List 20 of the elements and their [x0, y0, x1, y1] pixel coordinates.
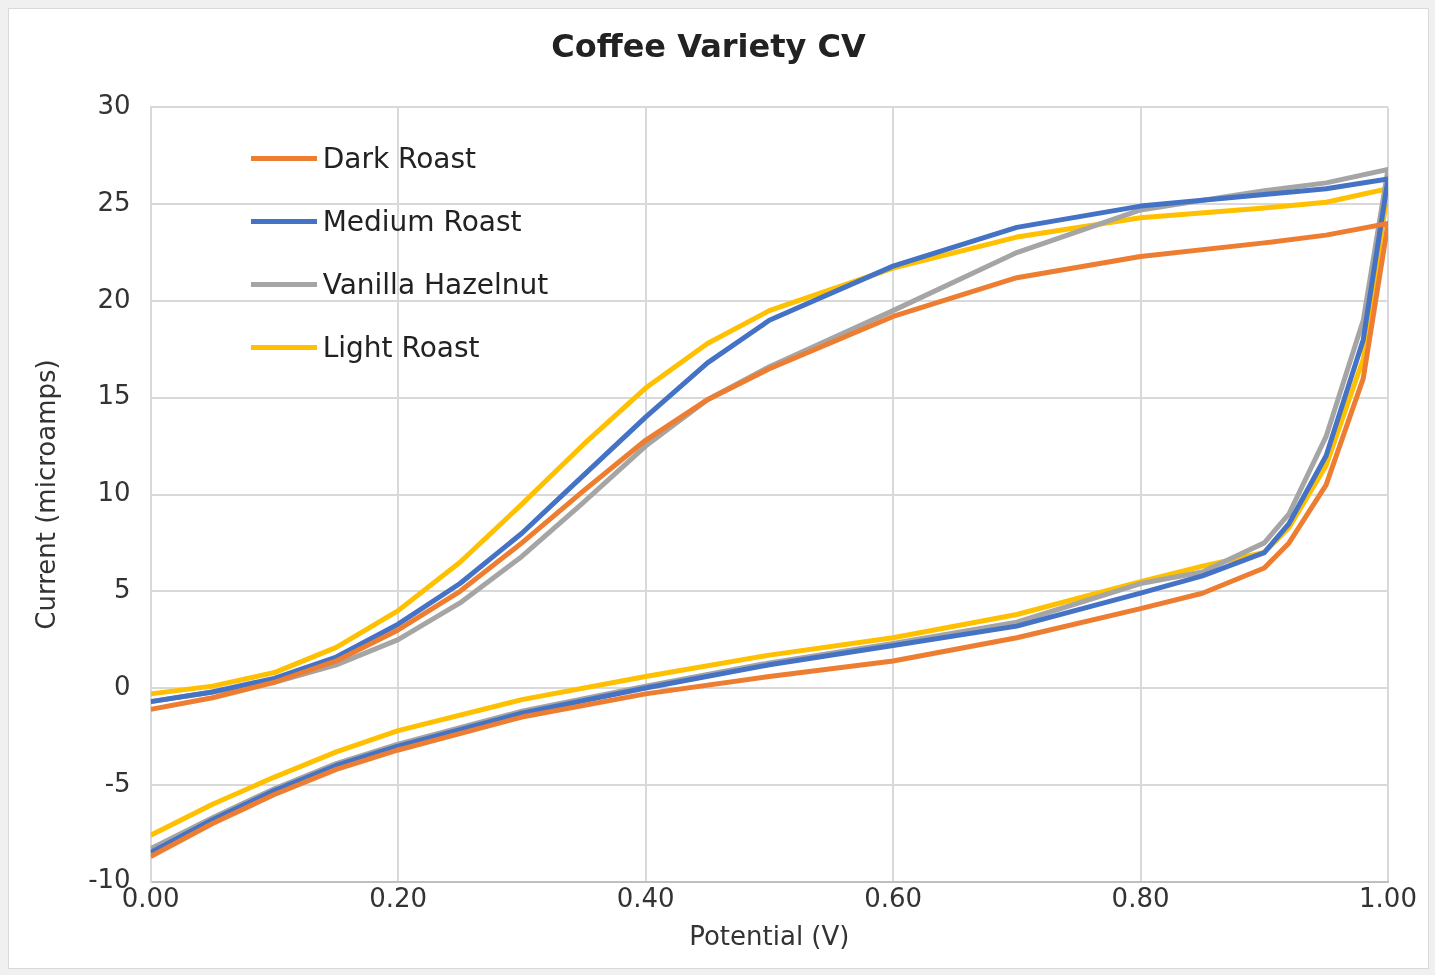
- y-axis-title: Current (microamps): [31, 359, 62, 630]
- chart-title: Coffee Variety CV: [551, 26, 867, 65]
- legend-label: Medium Roast: [322, 205, 522, 239]
- x-tick-label: 0.60: [864, 882, 923, 913]
- x-axis-title: Potential (V): [689, 921, 850, 952]
- y-tick-label: 15: [97, 380, 131, 411]
- x-tick-label: 0.20: [369, 882, 428, 913]
- y-tick-label: 25: [97, 186, 131, 217]
- y-tick-label: -5: [104, 767, 131, 798]
- y-tick-label: 5: [114, 574, 131, 605]
- legend-label: Light Roast: [322, 331, 480, 365]
- y-tick-label: 20: [97, 283, 131, 314]
- x-tick-label: 0.80: [1111, 882, 1170, 913]
- y-tick-label: 0: [114, 670, 131, 701]
- x-tick-label: 1.00: [1359, 882, 1417, 913]
- y-tick-label: 30: [97, 90, 131, 121]
- y-tick-label: 10: [97, 477, 131, 508]
- legend-label: Vanilla Hazelnut: [322, 268, 549, 302]
- legend-label: Dark Roast: [322, 142, 477, 176]
- x-tick-label: 0.40: [616, 882, 675, 913]
